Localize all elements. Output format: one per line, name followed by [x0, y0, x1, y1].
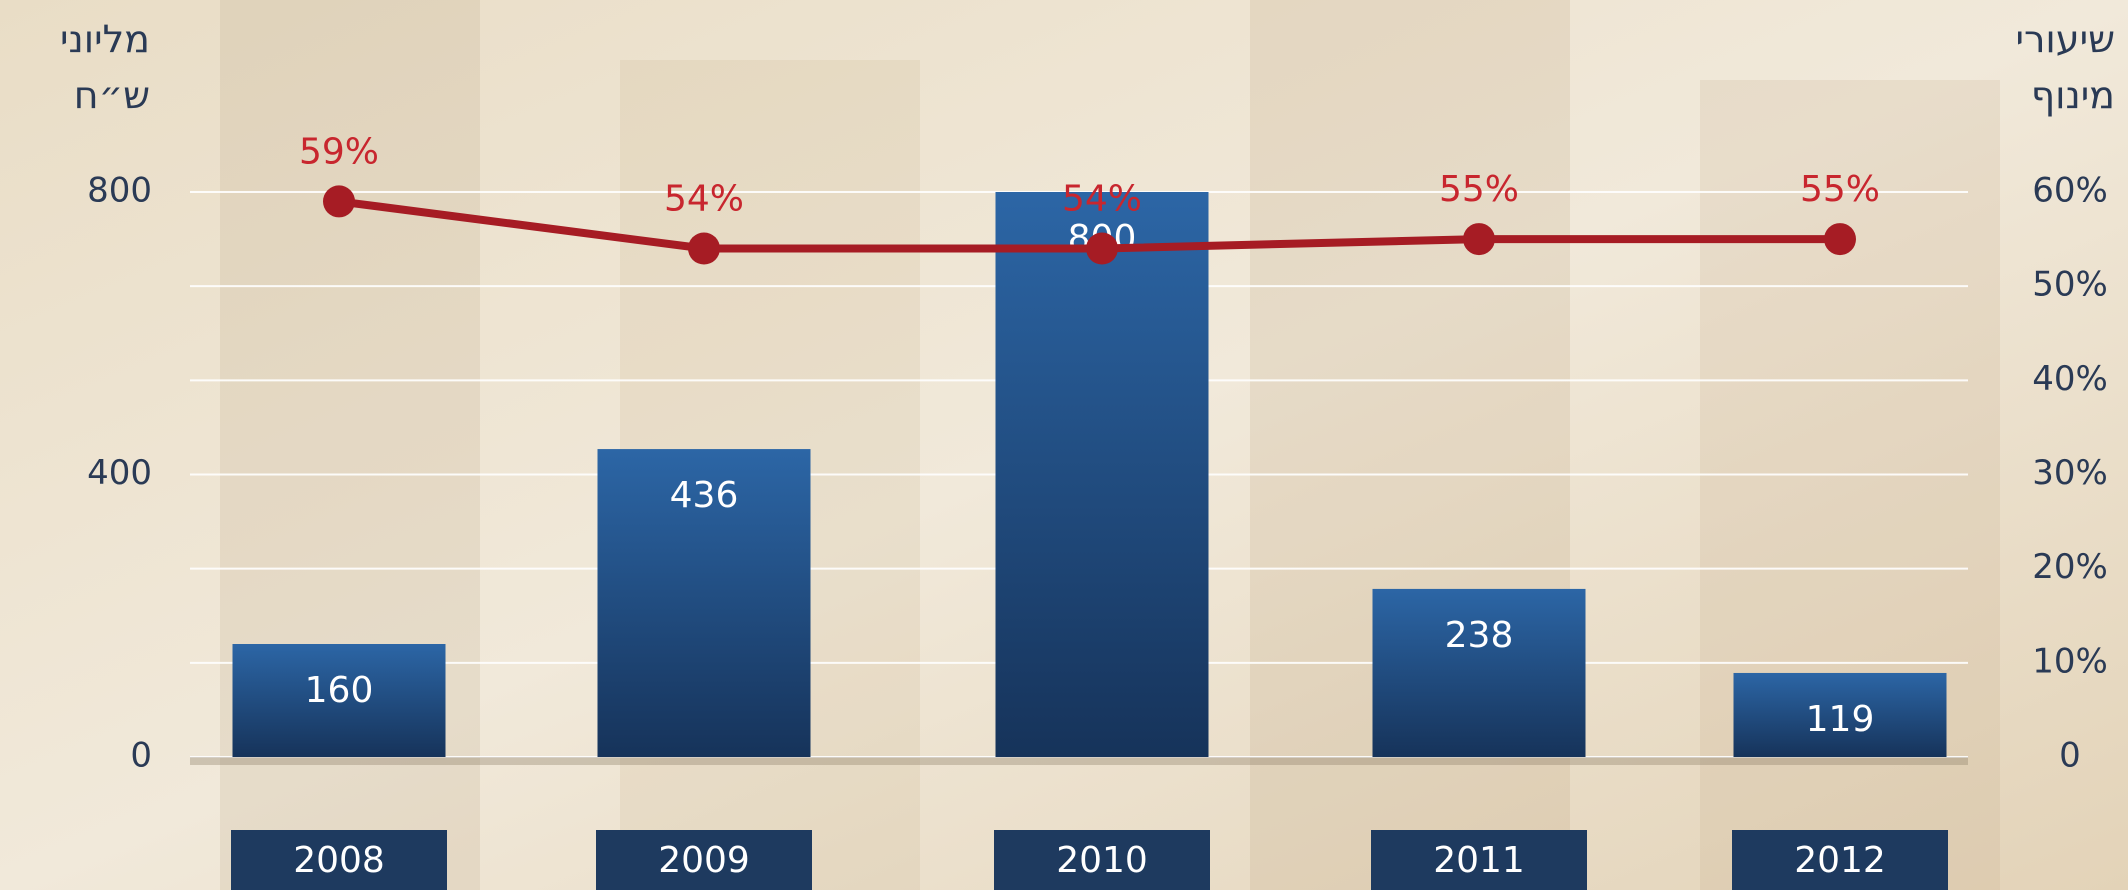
- line-value-label: 55%: [1800, 169, 1880, 210]
- line-value-label: 54%: [664, 179, 744, 220]
- y-tick-label: 800: [87, 171, 152, 211]
- category-box: [231, 830, 447, 890]
- bar-value-label: 160: [305, 670, 374, 711]
- y2-tick-label: 60%: [2032, 171, 2108, 211]
- y2-tick-label: 30%: [2032, 453, 2108, 493]
- bar-value-label: 436: [670, 475, 739, 516]
- line-value-label: 54%: [1062, 179, 1142, 220]
- bar: [597, 449, 811, 757]
- x-tick-label: 2012: [1794, 840, 1886, 881]
- y2-tick-label: 50%: [2032, 265, 2108, 305]
- x-tick-label: 2008: [293, 840, 385, 881]
- bar-value-label: 119: [1806, 699, 1875, 740]
- bar: [995, 192, 1209, 757]
- category-box: [1732, 830, 1948, 890]
- x-tick-label: 2011: [1433, 840, 1525, 881]
- y-axis-title: ש״ח: [74, 74, 150, 118]
- line-point: [1463, 223, 1495, 256]
- bar: [1733, 672, 1947, 757]
- y2-tick-label: 20%: [2032, 547, 2108, 587]
- category-box: [994, 830, 1210, 890]
- x-tick-label: 2009: [658, 840, 750, 881]
- bar: [1372, 588, 1586, 757]
- y-tick-label: 0: [130, 736, 152, 776]
- line-point: [1824, 223, 1856, 256]
- y-tick-label: 400: [87, 453, 152, 493]
- x-tick-label: 2010: [1056, 840, 1148, 881]
- y2-axis-title: שיעורי: [2015, 18, 2115, 62]
- category-box: [1371, 830, 1587, 890]
- y-axis-title: מליוני: [60, 18, 150, 62]
- y2-tick-label: 10%: [2032, 641, 2108, 681]
- bar-value-label: 238: [1445, 615, 1514, 656]
- line-point: [688, 232, 720, 265]
- y2-tick-label: 40%: [2032, 359, 2108, 399]
- bar: [232, 644, 446, 757]
- line-point: [323, 185, 355, 218]
- line-point: [1086, 232, 1118, 265]
- y2-axis-title: מינוף: [2031, 74, 2115, 118]
- line-value-label: 59%: [299, 131, 379, 172]
- line-value-label: 55%: [1439, 169, 1519, 210]
- y2-tick-label: 0: [2059, 736, 2081, 776]
- category-box: [596, 830, 812, 890]
- baseline-shadow: [190, 757, 1968, 765]
